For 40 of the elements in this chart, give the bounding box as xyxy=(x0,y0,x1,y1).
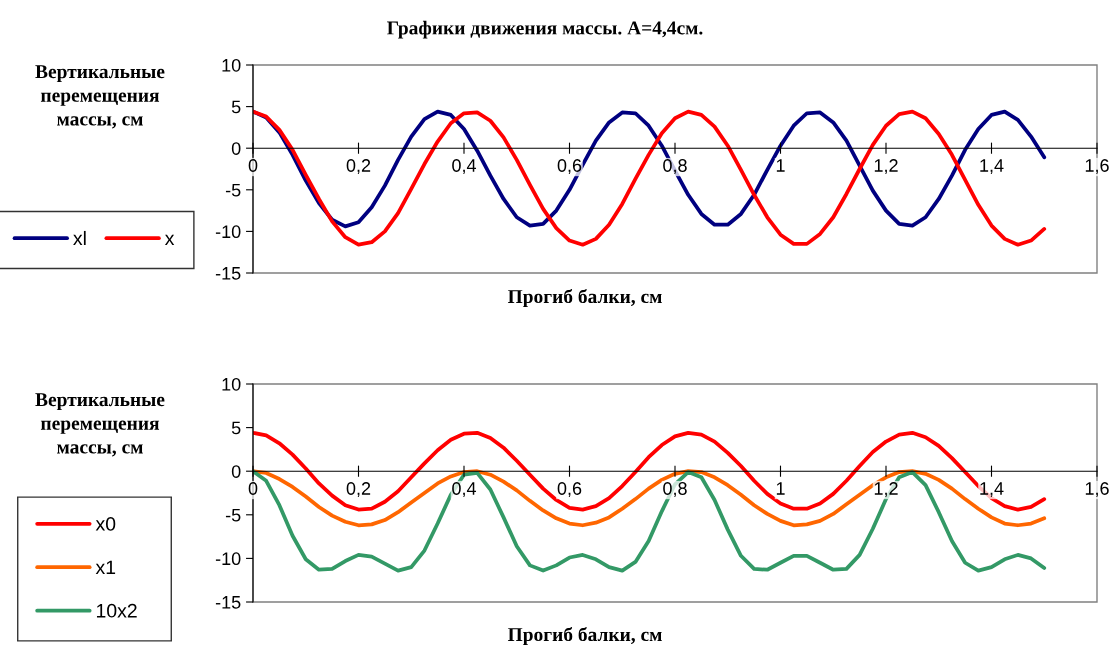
x-tick-label: 1,4 xyxy=(980,159,1004,175)
y-tick-label: 5 xyxy=(231,100,241,114)
y-tick-label: -15 xyxy=(215,267,241,280)
x-tick-label: 0,6 xyxy=(557,482,582,498)
x-tick-label: 1,6 xyxy=(1085,482,1109,498)
x-tick-label: 1 xyxy=(776,482,785,495)
x-tick-label: 0,4 xyxy=(452,482,477,498)
y-tick-label: -5 xyxy=(225,183,241,197)
x-tick-label: 1,2 xyxy=(874,159,898,175)
x-tick-label: 1 xyxy=(776,159,785,172)
x-tick-label: 1,4 xyxy=(980,482,1004,498)
x-tick-label: 0,8 xyxy=(663,482,687,498)
y-tick-label: -10 xyxy=(215,225,241,239)
legend-label: x0 xyxy=(95,517,116,531)
x-axis-title: Прогиб балки, см xyxy=(507,288,662,308)
y-tick-label: -5 xyxy=(225,508,241,522)
x-tick-label: 0,6 xyxy=(557,159,582,175)
chart-title: Графики движения массы. А=4,4см. xyxy=(387,20,703,39)
x-tick-label: 0,2 xyxy=(346,482,371,498)
x-tick-label: 0,2 xyxy=(346,159,371,175)
y-axis-title: Вертикальные перемещения массы, см xyxy=(35,393,165,457)
x-tick-label: 0,8 xyxy=(663,159,687,175)
y-tick-label: 0 xyxy=(231,465,241,478)
y-tick-label: 10 xyxy=(222,377,241,391)
y-tick-label: 0 xyxy=(231,142,241,155)
x-axis-title: Прогиб балки, см xyxy=(507,626,662,646)
x-tick-label: 0 xyxy=(248,159,258,172)
x-tick-label: 1,2 xyxy=(874,482,898,498)
y-tick-label: -15 xyxy=(215,596,241,609)
y-tick-label: -10 xyxy=(215,552,241,566)
legend-label: xl xyxy=(73,230,86,246)
y-axis-title: Вертикальные перемещения массы, см xyxy=(35,65,165,129)
x-tick-label: 1,6 xyxy=(1085,159,1109,175)
x-tick-label: 0 xyxy=(248,482,258,495)
y-tick-label: 5 xyxy=(231,421,241,435)
legend-label: x xyxy=(164,234,175,246)
x-tick-label: 0,4 xyxy=(452,159,477,175)
legend-label: x1 xyxy=(95,560,116,575)
legend-label: 10x2 xyxy=(96,603,137,618)
y-tick-label: 10 xyxy=(222,58,241,72)
